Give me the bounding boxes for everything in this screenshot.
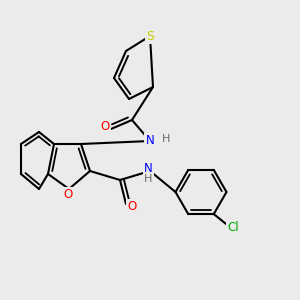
Text: N: N bbox=[144, 161, 153, 175]
Text: S: S bbox=[146, 29, 154, 43]
Text: O: O bbox=[128, 200, 136, 214]
Text: O: O bbox=[63, 188, 72, 202]
Text: Cl: Cl bbox=[227, 221, 239, 234]
Text: N: N bbox=[146, 134, 154, 148]
Text: H: H bbox=[162, 134, 171, 145]
Text: O: O bbox=[100, 119, 109, 133]
Text: H: H bbox=[144, 173, 153, 184]
